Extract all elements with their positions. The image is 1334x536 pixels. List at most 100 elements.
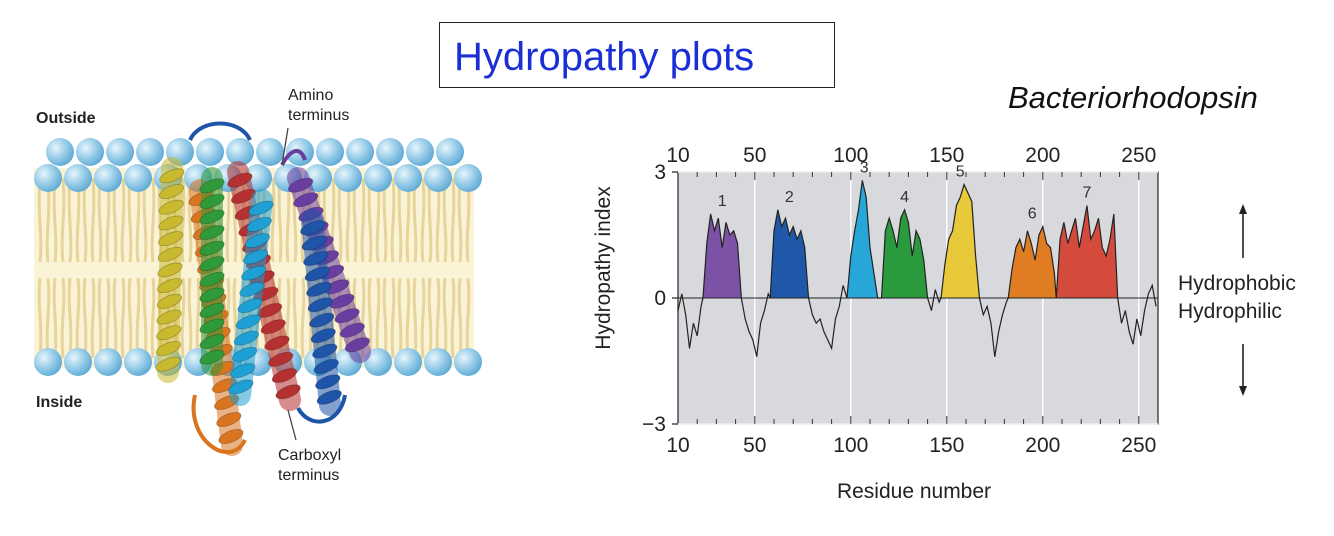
peak-fill-6	[1008, 226, 1057, 298]
helix-turn	[313, 359, 339, 374]
lipid-tail	[412, 277, 418, 359]
lipid-head	[136, 138, 164, 166]
helix-turn	[242, 249, 269, 265]
helix-turn	[227, 172, 253, 188]
helix-turn	[230, 363, 256, 379]
lipid-head	[46, 138, 74, 166]
helix	[155, 157, 185, 383]
helix-turn	[199, 256, 225, 272]
helix-turn	[293, 192, 319, 208]
lipid-tail	[187, 277, 193, 359]
lipid-tail	[382, 277, 388, 359]
helix-turn	[312, 343, 338, 359]
lipid-tail	[150, 277, 156, 359]
x-tick-label-bottom: 100	[833, 434, 868, 457]
lipid-head	[454, 164, 482, 192]
lipid-head	[334, 164, 362, 192]
hydrophilic-arrowhead	[1239, 386, 1247, 396]
x-tick-labels-bottom: 10 50 100 150 200 250	[666, 434, 1156, 457]
helix-turn	[237, 298, 263, 314]
carboxyl-pointer	[287, 409, 297, 441]
page-title: Hydropathy plots	[454, 35, 755, 79]
helix-turn	[199, 349, 225, 365]
lipid-tail	[67, 277, 73, 359]
helix-body	[287, 167, 371, 363]
outer-lipid-heads	[34, 138, 482, 192]
helix-turn	[199, 178, 225, 194]
lipid-head	[226, 138, 254, 166]
helix-loop	[188, 121, 252, 142]
lipid-head	[376, 138, 404, 166]
lipid-tail	[37, 277, 43, 359]
peak-label-6: 6	[1028, 206, 1037, 223]
helix-turn	[309, 312, 335, 328]
helix-turn	[235, 314, 261, 330]
helix-turn	[199, 225, 225, 240]
lipid-tail	[142, 277, 148, 359]
carboxyl-label-line1: Carboxyl	[278, 447, 342, 464]
lipid-tail	[457, 277, 463, 359]
carboxyl-terminus-label: Carboxyl terminus	[278, 446, 341, 486]
lipid-tail	[360, 177, 366, 263]
helix-turn	[157, 246, 183, 262]
lipid-head	[64, 348, 92, 376]
helix-turn	[334, 308, 360, 324]
lipid-tail	[150, 177, 156, 263]
helix-turn	[271, 368, 298, 384]
helix-turn	[199, 271, 225, 287]
helix-turn	[199, 193, 225, 209]
helix-turn	[275, 384, 301, 400]
x-tick-label-top: 50	[743, 144, 766, 167]
helix-turn	[315, 374, 341, 390]
lipid-tail	[367, 277, 373, 359]
peak-label-7: 7	[1083, 185, 1092, 202]
lipid-head	[364, 164, 392, 192]
x-axis-label: Residue number	[837, 480, 991, 503]
helix-turn	[268, 351, 294, 367]
y-tick-label: 0	[654, 287, 666, 310]
x-tick-label-bottom: 50	[743, 434, 766, 457]
lipid-tail	[442, 277, 448, 359]
lipid-tail	[420, 177, 426, 263]
helix-turn	[306, 281, 332, 297]
helix-turn	[316, 389, 342, 405]
peak-fill-5	[941, 184, 980, 298]
lipid-head	[34, 348, 62, 376]
helix-turn	[159, 168, 185, 184]
helix-turn	[344, 337, 371, 353]
helix-turn	[300, 220, 326, 236]
carboxyl-label-line2: terminus	[278, 467, 340, 484]
peak-label-1: 1	[718, 193, 727, 210]
helix-turn	[310, 328, 336, 344]
lipid-head	[346, 138, 374, 166]
helix	[287, 167, 371, 363]
y-tick-labels: 3 0 −3	[642, 161, 666, 436]
helix-loop	[280, 149, 307, 166]
protein-name: Bacteriorhodopsin	[1008, 80, 1258, 115]
helix-turn	[199, 287, 225, 303]
amino-label-line1: Amino	[288, 87, 334, 104]
peak-fill-2	[770, 209, 809, 298]
helix-turn	[248, 200, 274, 216]
lipid-tail	[450, 177, 456, 263]
outside-label: Outside	[36, 110, 96, 127]
helix-turn	[199, 240, 225, 256]
y-tick-label: 3	[654, 161, 666, 184]
lipid-head	[94, 348, 122, 376]
lipid-tail	[270, 177, 276, 263]
lipid-head	[394, 348, 422, 376]
lipid-head	[196, 138, 224, 166]
peak-label-3: 3	[860, 159, 869, 176]
lipid-head	[364, 348, 392, 376]
helix-turn	[156, 309, 182, 325]
helix-turn	[260, 319, 286, 335]
lipid-tail	[127, 277, 133, 359]
hydrophobic-label: Hydrophobic	[1178, 272, 1296, 295]
lipid-head	[424, 164, 452, 192]
helix-turn	[158, 199, 184, 215]
helix-turn	[157, 231, 184, 247]
helix-turn	[246, 216, 272, 232]
lipid-head	[124, 348, 152, 376]
lipid-head	[436, 138, 464, 166]
